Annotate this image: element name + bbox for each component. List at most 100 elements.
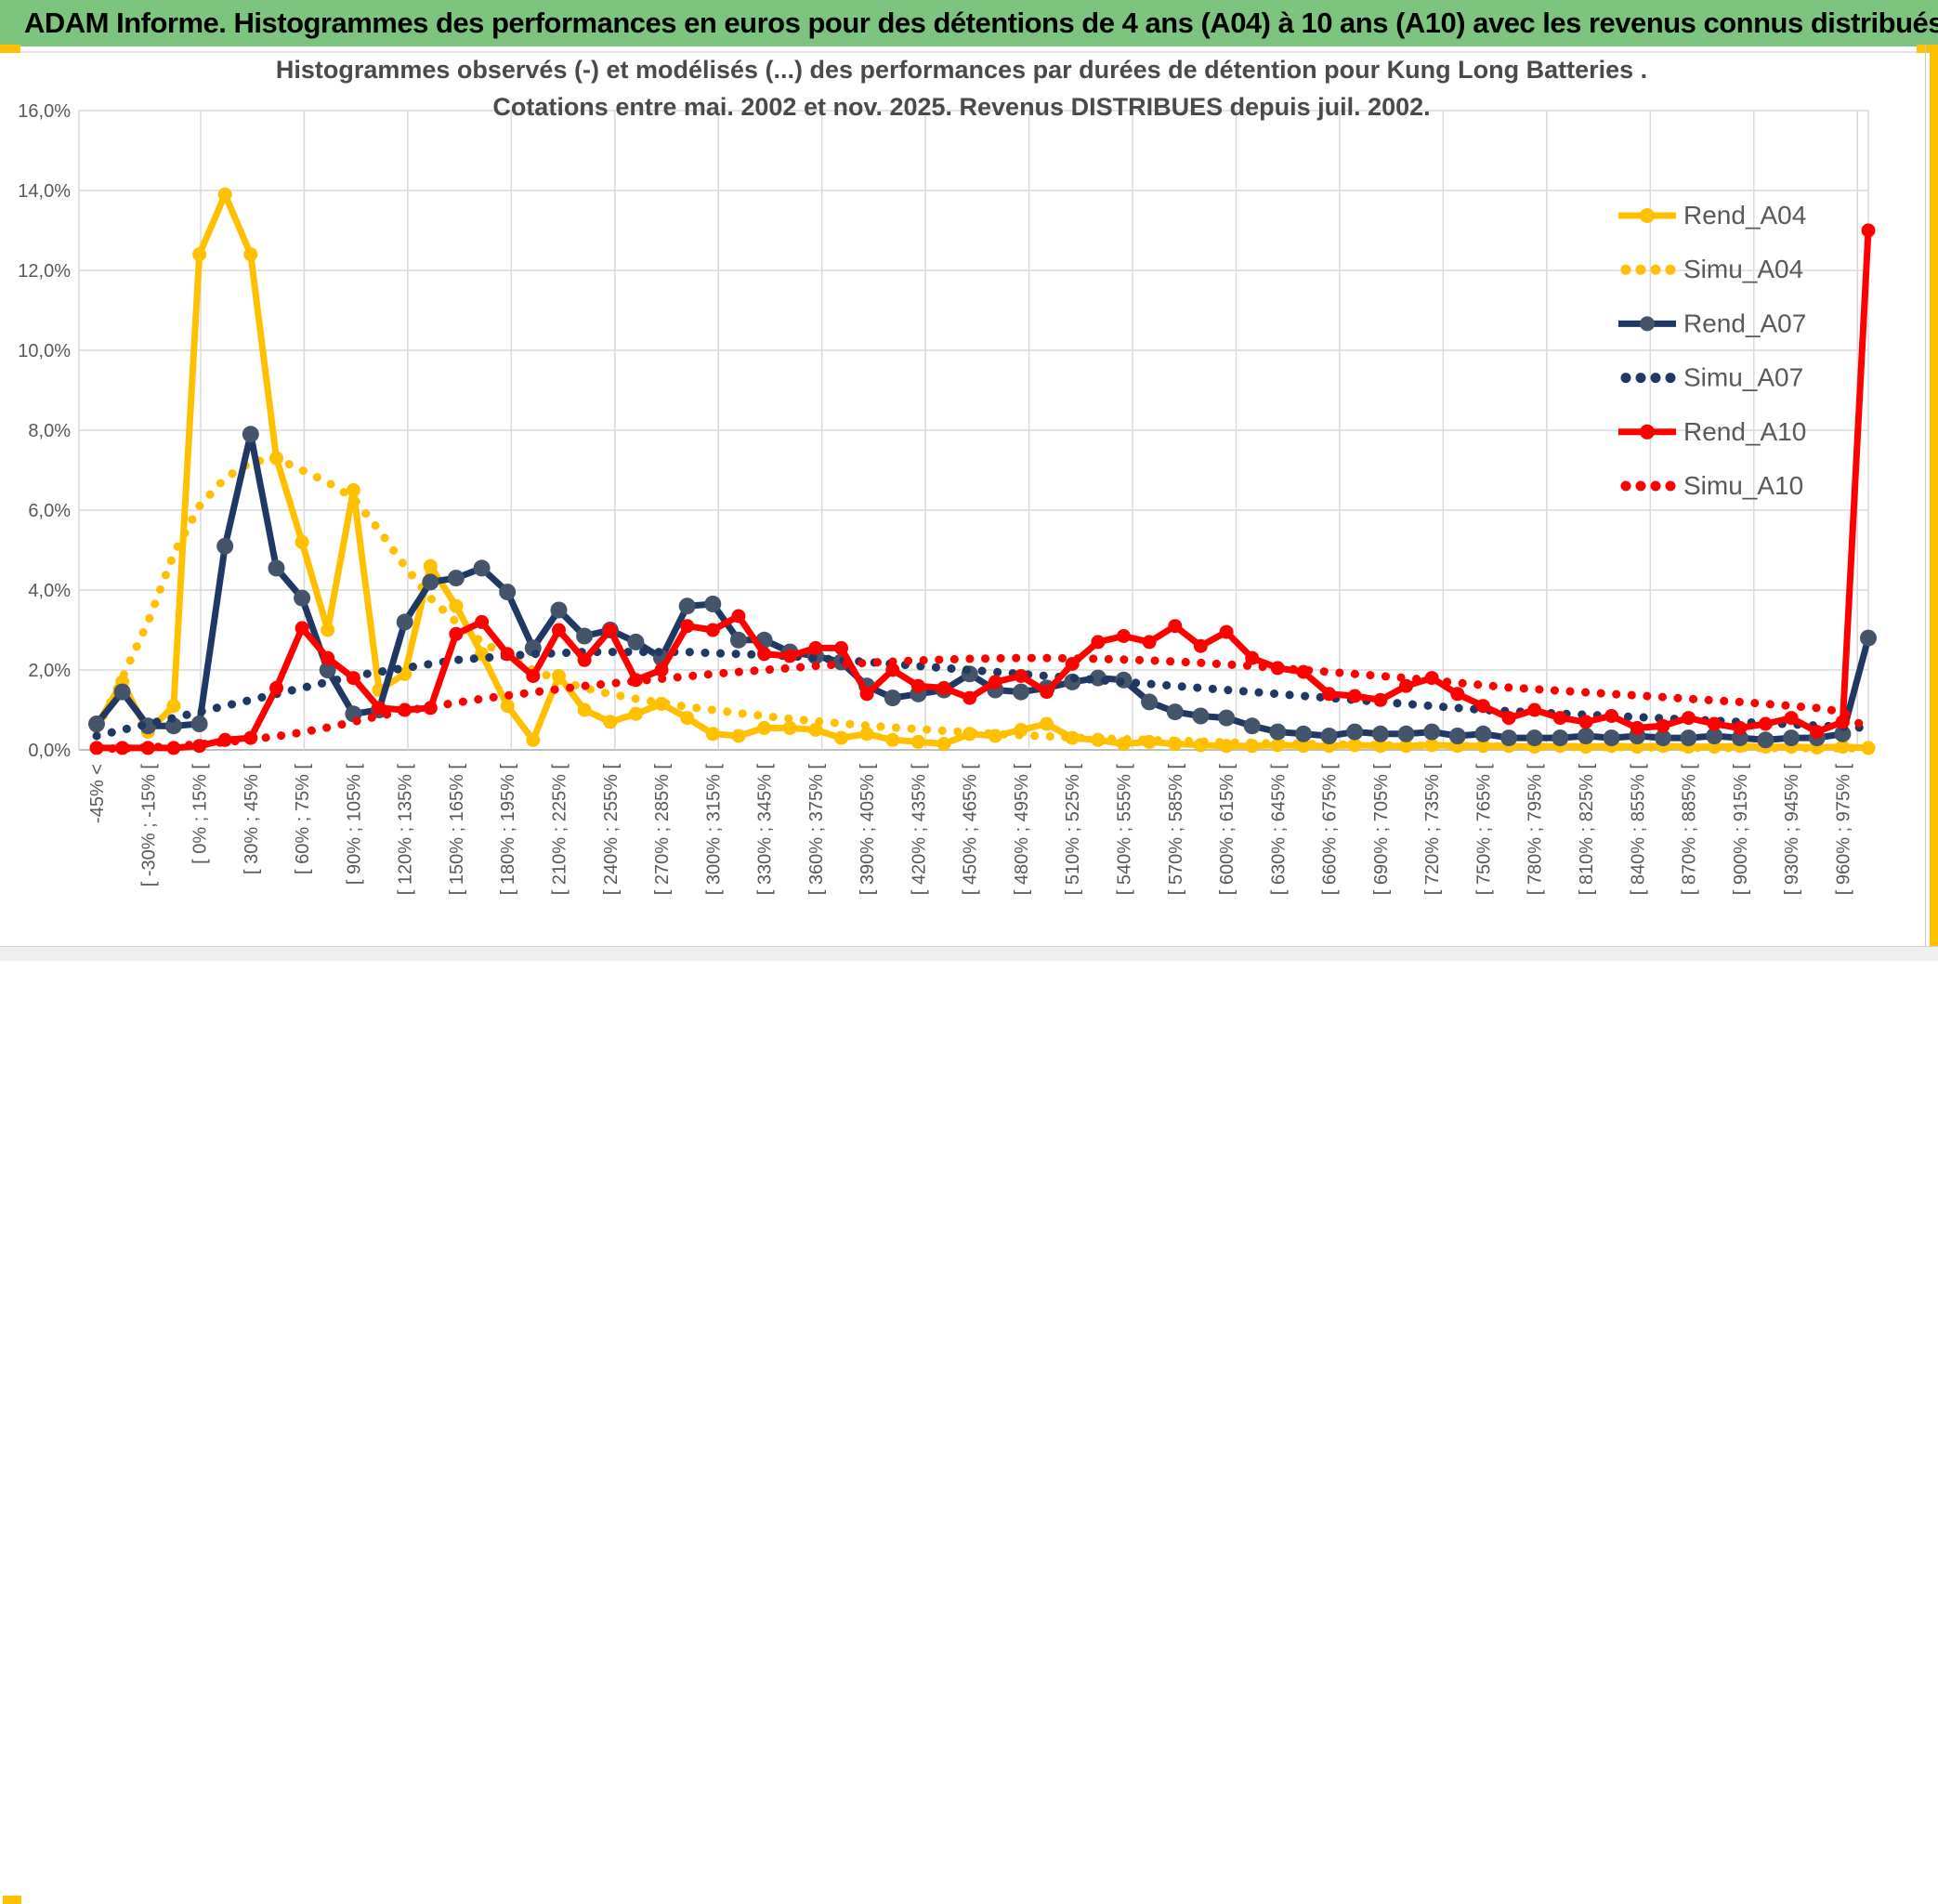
series-Rend_A07-marker bbox=[1295, 725, 1312, 742]
series-Rend_A10-marker bbox=[1245, 650, 1260, 665]
x-axis-tick-label: [ 660% ; 675% [ bbox=[1320, 764, 1341, 896]
series-Rend_A04-marker bbox=[449, 598, 464, 613]
series-Rend_A07-marker bbox=[242, 426, 259, 443]
x-axis-tick-label: [ 630% ; 645% [ bbox=[1268, 764, 1289, 896]
series-Rend_A10-marker bbox=[500, 647, 515, 662]
series-Rend_A04-marker bbox=[834, 730, 848, 745]
series-Rend_A04-marker bbox=[628, 706, 643, 721]
series-Rend_A10-marker bbox=[1091, 635, 1106, 650]
legend-swatch-dot bbox=[1650, 373, 1661, 384]
series-Rend_A07-marker bbox=[1706, 728, 1723, 744]
legend-label: Simu_A10 bbox=[1683, 471, 1803, 500]
series-Rend_A04-marker bbox=[808, 723, 823, 737]
series-Rend_A10-marker bbox=[962, 690, 977, 705]
series-Rend_A10-marker bbox=[577, 652, 592, 667]
series-Rend_A10-marker bbox=[782, 649, 797, 663]
series-Rend_A10-marker bbox=[859, 687, 874, 702]
series-Rend_A07-marker bbox=[1141, 693, 1159, 711]
series-Rend_A07-marker bbox=[1013, 683, 1029, 701]
series-Rend_A10-marker bbox=[1630, 720, 1644, 735]
x-axis-tick-label: [ 90% ; 105% [ bbox=[344, 764, 364, 886]
series-Simu_A10-dotted-line bbox=[92, 653, 1873, 754]
series-Rend_A10-marker bbox=[1784, 711, 1799, 726]
series-Rend_A07-marker bbox=[1243, 717, 1261, 735]
series-Rend_A04-marker bbox=[705, 727, 720, 742]
series-Rend_A10-marker bbox=[321, 650, 335, 665]
x-axis-tick-label: [ 570% ; 585% [ bbox=[1166, 764, 1186, 896]
y-axis-tick-label: 12,0% bbox=[18, 261, 71, 282]
x-axis-tick-label: [ 150% ; 165% [ bbox=[447, 764, 467, 896]
series-Rend_A04-marker bbox=[603, 715, 618, 729]
series-Rend_A10-marker bbox=[1168, 619, 1183, 634]
series-Rend_A07-marker bbox=[1731, 729, 1748, 747]
series-Rend_A10-marker bbox=[885, 663, 900, 677]
x-axis-tick-label: [ 450% ; 465% [ bbox=[961, 764, 981, 896]
x-axis-tick-label: -45% < bbox=[87, 764, 108, 823]
legend-swatch-dot bbox=[1620, 264, 1631, 275]
y-axis-tick-label: 16,0% bbox=[18, 101, 71, 122]
series-Rend_A07-marker bbox=[1680, 729, 1697, 747]
legend-label: Simu_A07 bbox=[1683, 363, 1803, 392]
series-Rend_A07-marker bbox=[1192, 707, 1210, 725]
bottom-edge-bar bbox=[0, 946, 1938, 1904]
header-divider bbox=[0, 51, 1938, 53]
series-Rend_A04-marker bbox=[192, 247, 207, 262]
series-Rend_A10-marker bbox=[936, 680, 951, 695]
series-Rend_A04-marker bbox=[166, 699, 181, 714]
series-Rend_A07-marker bbox=[190, 716, 208, 732]
series-Rend_A07-marker bbox=[1654, 729, 1671, 747]
x-axis-tick-label: [ 870% ; 885% [ bbox=[1680, 764, 1700, 896]
series-Rend_A10-marker bbox=[1117, 629, 1131, 643]
legend-swatch-dot bbox=[1665, 480, 1676, 492]
window-right-edge bbox=[1925, 45, 1926, 960]
series-Rend_A04-marker bbox=[295, 534, 309, 549]
series-Rend_A04-marker bbox=[885, 732, 900, 747]
legend-item-Simu_A07[interactable]: Simu_A07 bbox=[1620, 363, 1804, 392]
x-axis-tick-label: [ 0% ; 15% [ bbox=[190, 764, 211, 864]
legend-swatch-marker bbox=[1640, 424, 1655, 440]
series-Rend_A07-marker bbox=[216, 537, 234, 555]
series-Rend_A10-marker bbox=[1527, 703, 1542, 717]
series-Rend_A07-marker bbox=[1371, 725, 1389, 742]
legend-item-Simu_A04[interactable]: Simu_A04 bbox=[1620, 255, 1804, 283]
x-axis-tick-label: [ -30% ; -15% [ bbox=[138, 764, 159, 887]
series-Rend_A10-marker bbox=[1758, 716, 1773, 731]
series-Rend_A07-marker bbox=[1448, 728, 1466, 744]
series-Rend_A07-marker bbox=[422, 573, 439, 591]
legend-label: Rend_A07 bbox=[1683, 309, 1806, 337]
x-axis-tick-label: [ 960% ; 975% [ bbox=[1833, 764, 1853, 896]
x-axis-tick-label: [ 600% ; 615% [ bbox=[1217, 764, 1237, 896]
series-Rend_A07-marker bbox=[1474, 725, 1492, 742]
x-axis-tick-label: [ 780% ; 795% [ bbox=[1526, 764, 1546, 896]
legend-item-Rend_A07[interactable]: Rend_A07 bbox=[1618, 309, 1806, 337]
series-Rend_A10-marker bbox=[372, 701, 386, 716]
series-Rend_A04-marker bbox=[423, 558, 438, 573]
series-Rend_A04-marker bbox=[1040, 716, 1054, 731]
series-Rend_A10-marker bbox=[526, 669, 541, 683]
series-Rend_A04-marker bbox=[243, 247, 258, 262]
series-Rend_A10-marker bbox=[552, 623, 566, 637]
series-Rend_A10-marker bbox=[1733, 720, 1748, 735]
series-Rend_A07-marker bbox=[1834, 725, 1852, 742]
x-axis-tick-label: [ 180% ; 195% [ bbox=[498, 764, 518, 896]
legend-label: Simu_A04 bbox=[1683, 255, 1803, 283]
legend-swatch-marker bbox=[1640, 208, 1655, 223]
series-Rend_A07-marker bbox=[113, 683, 131, 701]
x-axis-tick-label: [ 60% ; 75% [ bbox=[293, 764, 313, 874]
y-axis-tick-label: 8,0% bbox=[28, 421, 71, 441]
legend-item-Simu_A10[interactable]: Simu_A10 bbox=[1620, 471, 1804, 500]
series-Rend_A10-marker bbox=[449, 626, 464, 641]
legend-swatch-dot bbox=[1620, 480, 1631, 492]
series-Rend_A04-marker bbox=[936, 737, 951, 751]
series-Simu_A04-dotted-line bbox=[92, 453, 1873, 753]
series-Rend_A10-marker bbox=[1552, 711, 1567, 726]
series-Rend_A07-marker bbox=[884, 689, 901, 707]
series-Rend_A10-marker bbox=[1219, 624, 1234, 639]
legend-item-Rend_A10[interactable]: Rend_A10 bbox=[1618, 417, 1806, 446]
series-Rend_A07-marker bbox=[627, 633, 645, 650]
y-axis-tick-label: 2,0% bbox=[28, 661, 71, 681]
x-axis-tick-label: [ 750% ; 765% [ bbox=[1473, 764, 1494, 896]
series-Rend_A10-marker bbox=[603, 623, 618, 637]
legend-item-Rend_A04[interactable]: Rend_A04 bbox=[1618, 201, 1806, 230]
series-Rend_A10-marker bbox=[1373, 692, 1388, 707]
